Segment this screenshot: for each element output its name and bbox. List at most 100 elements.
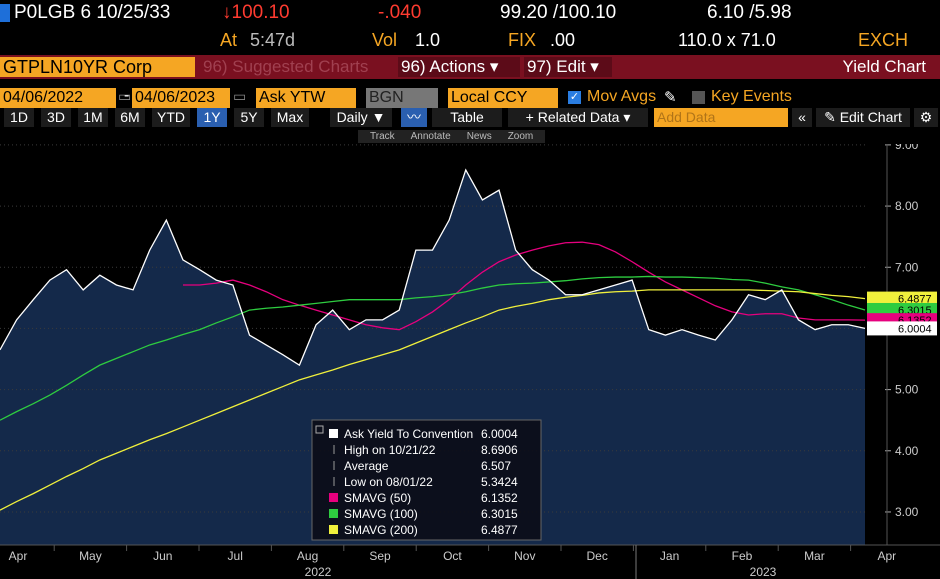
chart-tool[interactable]: News: [466, 131, 492, 142]
suggested-charts[interactable]: 96) Suggested Charts: [203, 57, 369, 76]
x-tick-label: Apr: [9, 549, 28, 563]
x-tick-label: Jan: [660, 549, 679, 563]
period-button[interactable]: YTD: [152, 108, 190, 127]
bid-ask: 99.20 /100.10: [500, 2, 617, 23]
edit-menu[interactable]: 97) Edit ▾: [524, 57, 612, 77]
series-line: [0, 289, 866, 511]
year-label: 2022: [305, 565, 332, 579]
legend-name: SMAVG (50): [344, 491, 411, 505]
frequency-select[interactable]: Daily ▼: [330, 108, 392, 127]
legend-value: 6.1352: [481, 491, 518, 505]
tag-label: 6.0004: [898, 323, 932, 335]
period-button[interactable]: 5Y: [234, 108, 264, 127]
ticker-icon: [0, 4, 10, 22]
end-date[interactable]: 04/06/2023: [132, 88, 230, 108]
y-tick-label: 5.00: [895, 383, 919, 397]
legend: Ask Yield To Convention 6.0004 High on 10/…: [311, 419, 542, 541]
x-axis-band: [0, 545, 940, 579]
x-tick-label: Oct: [443, 549, 462, 563]
y-tick-label: 3.00: [895, 505, 919, 519]
x-tick-label: Sep: [369, 549, 391, 563]
legend-value: 6.0004: [481, 427, 518, 441]
x-tick-label: Aug: [297, 549, 318, 563]
year-label: 2023: [750, 565, 777, 579]
source-select[interactable]: BGN: [366, 88, 438, 108]
edit-chart[interactable]: ✎ Edit Chart: [816, 108, 910, 127]
time-label: At: [220, 30, 238, 50]
legend-value: 5.3424: [481, 475, 518, 489]
chart-tool[interactable]: Track: [370, 131, 395, 142]
tag-box: [867, 291, 937, 306]
calendar-icon[interactable]: ▭: [233, 88, 247, 104]
chart-tools: Track Annotate News Zoom: [358, 130, 546, 143]
chart-tool[interactable]: Zoom: [507, 131, 534, 142]
field-select[interactable]: Ask YTW: [256, 88, 356, 108]
add-data-field[interactable]: Add Data: [654, 108, 788, 127]
y-tick-label: 4.00: [895, 444, 919, 458]
time: 5:47d: [250, 30, 296, 50]
source: EXCH: [858, 30, 909, 50]
related-data[interactable]: + Related Data ▾: [508, 108, 648, 127]
legend-value: 6.507: [481, 459, 511, 473]
period-button[interactable]: Max: [271, 108, 309, 127]
mov-avgs-checkbox[interactable]: ✓: [568, 91, 581, 104]
key-events-label: Key Events: [711, 88, 792, 105]
chart: 3.004.005.006.007.008.009.006.48776.3015…: [0, 144, 940, 579]
x-tick-label: Nov: [514, 549, 535, 563]
legend-swatch: [329, 429, 338, 438]
vol: 1.0: [415, 30, 441, 50]
x-tick-label: Jul: [228, 549, 243, 563]
calendar-icon[interactable]: ▭: [118, 88, 132, 104]
series-line: [182, 241, 866, 331]
legend-swatch: [329, 509, 338, 518]
collapse-icon[interactable]: «: [792, 108, 812, 127]
ticker: P0LGB 6 10/25/33: [14, 2, 171, 23]
last-price: ↓100.10: [222, 2, 290, 23]
mov-avgs-label: Mov Avgs: [587, 88, 657, 105]
legend-swatch: [329, 493, 338, 502]
legend-collapse: [315, 425, 324, 434]
vol-label: Vol: [372, 30, 398, 50]
x-tick-label: May: [79, 549, 102, 563]
legend-name: Low on 08/01/22: [344, 475, 433, 489]
currency-select[interactable]: Local CCY: [448, 88, 558, 108]
start-date[interactable]: 04/06/2022: [0, 88, 116, 108]
key-events-checkbox[interactable]: [692, 91, 705, 104]
date-dash: -: [124, 87, 130, 104]
y-tick-label: 9.00: [895, 144, 919, 152]
size: 110.0 x 71.0: [678, 30, 776, 50]
last-value-tag: 6.4877: [867, 291, 937, 306]
legend-swatch: [329, 525, 338, 534]
legend-value: 6.3015: [481, 507, 518, 521]
chart-tool[interactable]: Annotate: [410, 131, 451, 142]
legend-name: Average: [344, 459, 389, 473]
security-field[interactable]: GTPLN10YR Corp: [0, 57, 195, 77]
x-tick-label: Feb: [732, 549, 753, 563]
series-line: [0, 168, 866, 367]
fix: .00: [550, 30, 576, 50]
legend-name: High on 10/21/22: [344, 443, 436, 457]
yields: 6.10 /5.98: [707, 2, 792, 23]
period-button[interactable]: 1Y: [197, 108, 227, 127]
chart-icon[interactable]: 〰: [401, 108, 427, 127]
period-button[interactable]: 1D: [4, 108, 34, 127]
legend-value: 8.6906: [481, 443, 518, 457]
period-button[interactable]: 3D: [41, 108, 71, 127]
x-tick-label: Dec: [587, 549, 608, 563]
page-title: Yield Chart: [842, 57, 926, 76]
x-tick-label: Apr: [877, 549, 896, 563]
pencil-icon[interactable]: ✎: [664, 89, 677, 106]
last-value-tag: 6.0004: [867, 321, 937, 336]
y-tick-label: 8.00: [895, 199, 919, 213]
period-button[interactable]: 1M: [78, 108, 108, 127]
legend-value: 6.4877: [481, 523, 518, 537]
period-button[interactable]: 6M: [115, 108, 145, 127]
x-tick-label: Jun: [153, 549, 172, 563]
change: -.040: [378, 2, 422, 23]
legend-name: SMAVG (100): [344, 507, 418, 521]
tag-box: [867, 321, 937, 336]
actions-menu[interactable]: 96) Actions ▾: [398, 57, 520, 77]
settings-icon[interactable]: ⚙: [914, 108, 938, 127]
table-button[interactable]: Table: [432, 108, 502, 127]
